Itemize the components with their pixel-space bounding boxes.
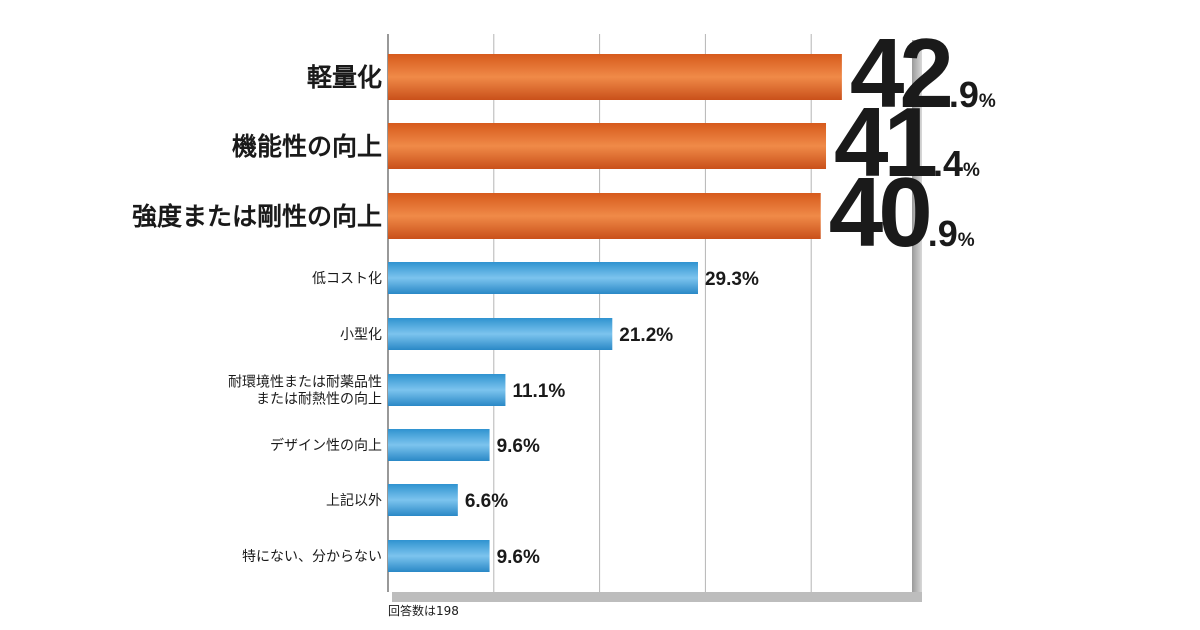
bar-highlight <box>388 123 827 169</box>
bar <box>388 429 490 461</box>
category-label: 小型化 <box>340 327 382 343</box>
value-label-large: 42.9% <box>850 18 996 128</box>
value-label: 21.2% <box>619 325 673 346</box>
category-label: 特にない、分からない <box>242 549 382 565</box>
category-labels: 軽量化機能性の向上強度または剛性の向上低コスト化小型化耐環境性または耐薬品性また… <box>132 63 382 565</box>
plot-shadow-bottom <box>392 592 922 602</box>
category-label: 耐環境性または耐薬品性または耐熱性の向上 <box>228 375 382 408</box>
category-label: 低コスト化 <box>312 271 382 287</box>
value-label: 9.6% <box>497 547 540 568</box>
category-label: 軽量化 <box>307 63 382 92</box>
category-label: デザイン性の向上 <box>270 437 382 454</box>
bar <box>388 374 506 406</box>
bar-highlight <box>388 54 842 100</box>
bars <box>388 54 842 572</box>
value-label-large: 41.4% <box>834 87 980 197</box>
value-label: 6.6% <box>465 491 508 512</box>
plot-shadow-right <box>912 40 922 602</box>
category-label: 上記以外 <box>326 492 382 509</box>
value-label: 9.6% <box>497 436 540 457</box>
value-labels: 42.9%41.4%40.9% 29.3% 21.2% 11.1% 9.6% 6.6% 9.… <box>465 18 996 568</box>
value-label-large: 40.9% <box>829 157 975 267</box>
bar <box>388 262 698 294</box>
value-label: 29.3% <box>705 269 759 290</box>
category-label: 強度または剛性の向上 <box>132 202 382 231</box>
value-label: 11.1% <box>512 381 565 402</box>
category-label: 機能性の向上 <box>232 132 382 161</box>
response-count-note: 回答数は198 <box>388 604 459 618</box>
bar <box>388 540 490 572</box>
bar <box>388 318 613 350</box>
bar-highlight <box>388 193 821 239</box>
bar <box>388 484 458 516</box>
